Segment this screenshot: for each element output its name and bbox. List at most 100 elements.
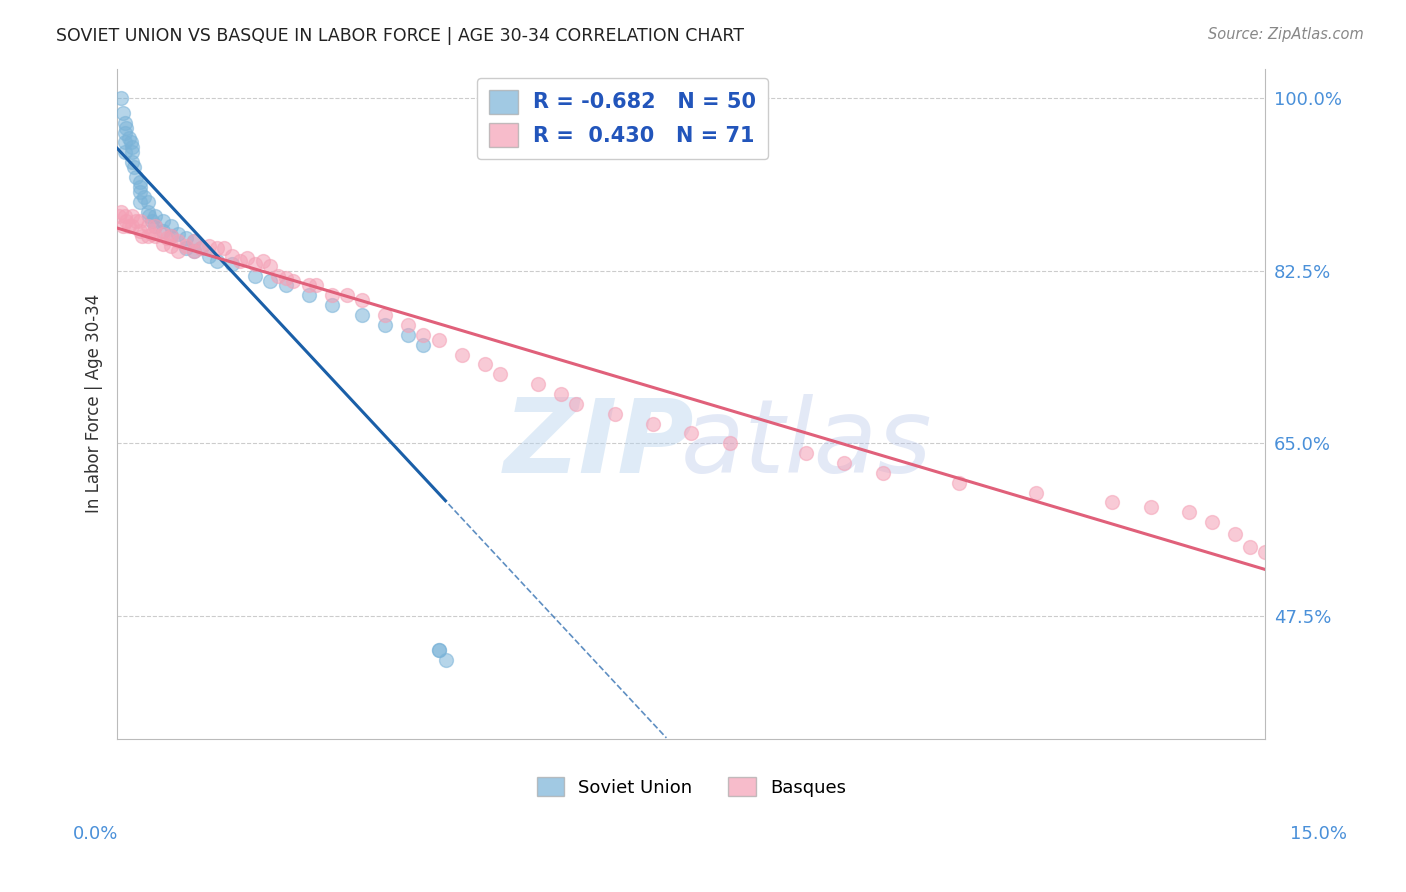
- Point: [115, 214, 138, 228]
- Point: [427, 643, 450, 657]
- Point: [125, 169, 148, 184]
- Point: [145, 219, 167, 234]
- Text: 0.0%: 0.0%: [73, 825, 118, 843]
- Point: [174, 241, 197, 255]
- Point: [107, 210, 129, 224]
- Point: [396, 318, 419, 332]
- Point: [412, 337, 434, 351]
- Point: [274, 278, 297, 293]
- Point: [129, 224, 152, 238]
- Point: [681, 426, 703, 441]
- Point: [228, 253, 250, 268]
- Point: [427, 643, 450, 657]
- Point: [198, 239, 221, 253]
- Point: [112, 219, 135, 234]
- Point: [396, 327, 419, 342]
- Point: [1223, 527, 1246, 541]
- Point: [305, 278, 328, 293]
- Point: [1239, 540, 1261, 554]
- Point: [141, 227, 163, 242]
- Point: [120, 136, 142, 150]
- Point: [550, 387, 572, 401]
- Point: [132, 190, 155, 204]
- Point: [114, 116, 136, 130]
- Point: [156, 231, 179, 245]
- Point: [152, 227, 174, 242]
- Point: [321, 298, 343, 312]
- Point: [259, 274, 281, 288]
- Point: [167, 244, 190, 258]
- Point: [1101, 495, 1123, 509]
- Point: [131, 229, 153, 244]
- Point: [114, 210, 136, 224]
- Point: [1139, 500, 1161, 515]
- Point: [190, 241, 212, 255]
- Point: [603, 407, 626, 421]
- Point: [190, 241, 212, 255]
- Point: [243, 257, 266, 271]
- Point: [794, 446, 817, 460]
- Point: [718, 436, 741, 450]
- Point: [1254, 545, 1277, 559]
- Point: [122, 160, 145, 174]
- Point: [136, 204, 159, 219]
- Point: [641, 417, 664, 431]
- Point: [336, 288, 359, 302]
- Point: [110, 204, 132, 219]
- Point: [1025, 485, 1047, 500]
- Point: [159, 239, 181, 253]
- Point: [183, 244, 205, 258]
- Point: [374, 308, 396, 322]
- Point: [489, 368, 512, 382]
- Point: [152, 224, 174, 238]
- Point: [141, 214, 163, 228]
- Point: [114, 145, 136, 160]
- Point: [174, 231, 197, 245]
- Point: [159, 229, 181, 244]
- Point: [1201, 515, 1223, 529]
- Point: [374, 318, 396, 332]
- Point: [352, 308, 374, 322]
- Point: [129, 179, 152, 194]
- Point: [183, 234, 205, 248]
- Text: atlas: atlas: [681, 394, 932, 494]
- Text: Source: ZipAtlas.com: Source: ZipAtlas.com: [1208, 27, 1364, 42]
- Point: [243, 268, 266, 283]
- Point: [115, 120, 138, 135]
- Point: [114, 136, 136, 150]
- Point: [434, 653, 457, 667]
- Point: [167, 227, 190, 242]
- Point: [205, 253, 228, 268]
- Point: [167, 234, 190, 248]
- Point: [948, 475, 970, 490]
- Point: [412, 327, 434, 342]
- Point: [450, 347, 472, 361]
- Point: [527, 377, 550, 392]
- Point: [145, 229, 167, 244]
- Point: [427, 333, 450, 347]
- Point: [283, 274, 305, 288]
- Point: [152, 214, 174, 228]
- Point: [221, 249, 243, 263]
- Point: [159, 229, 181, 244]
- Point: [267, 268, 290, 283]
- Point: [236, 251, 259, 265]
- Point: [129, 194, 152, 209]
- Point: [121, 210, 143, 224]
- Point: [352, 293, 374, 308]
- Point: [118, 219, 141, 234]
- Point: [125, 214, 148, 228]
- Point: [118, 130, 141, 145]
- Point: [138, 210, 160, 224]
- Point: [474, 357, 496, 371]
- Y-axis label: In Labor Force | Age 30-34: In Labor Force | Age 30-34: [86, 294, 103, 514]
- Point: [121, 219, 143, 234]
- Point: [159, 219, 181, 234]
- Point: [214, 241, 236, 255]
- Point: [129, 185, 152, 199]
- Point: [198, 249, 221, 263]
- Point: [221, 257, 243, 271]
- Text: SOVIET UNION VS BASQUE IN LABOR FORCE | AGE 30-34 CORRELATION CHART: SOVIET UNION VS BASQUE IN LABOR FORCE | …: [56, 27, 744, 45]
- Legend: Soviet Union, Basques: Soviet Union, Basques: [530, 770, 853, 804]
- Point: [297, 288, 319, 302]
